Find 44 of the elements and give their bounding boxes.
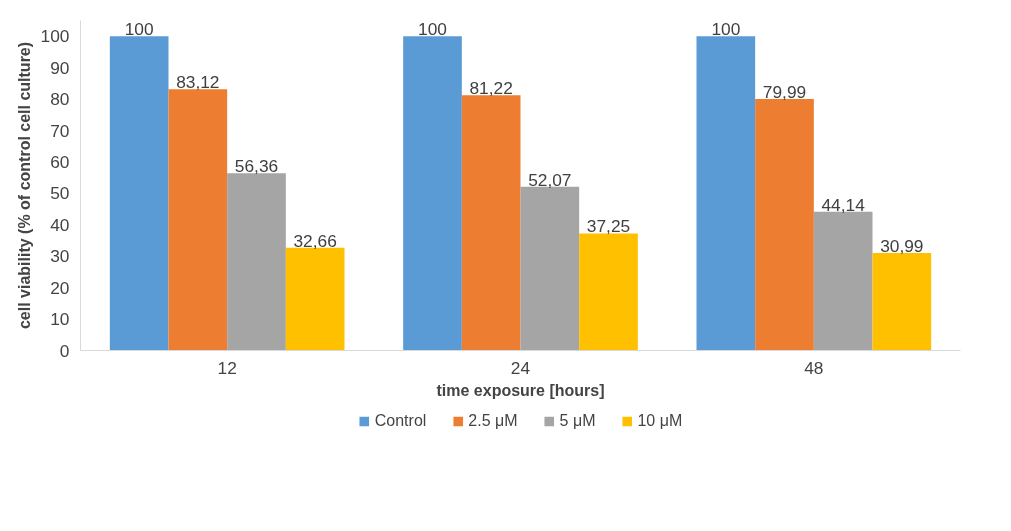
- data-label: 30,99: [880, 236, 924, 257]
- data-label: 37,25: [586, 216, 631, 237]
- y-tick-label: 50: [50, 183, 70, 204]
- y-tick-label: 10: [50, 309, 70, 330]
- y-tick-label: 70: [50, 120, 70, 141]
- data-label: 83,12: [176, 72, 220, 93]
- bar: [168, 89, 228, 351]
- bar: [403, 36, 462, 351]
- data-label: 56,36: [234, 156, 279, 177]
- legend-label: Control: [374, 412, 427, 430]
- bar: [579, 233, 638, 351]
- bar: [461, 95, 521, 351]
- bar: [109, 36, 169, 351]
- data-label: 79,99: [762, 82, 807, 103]
- y-axis-title: cell viability (% of control cell culture): [15, 41, 33, 330]
- data-label: 81,22: [469, 78, 513, 99]
- bar: [696, 36, 756, 351]
- x-tick-label: 12: [217, 357, 237, 378]
- bar: [520, 186, 580, 351]
- data-label: 44,14: [821, 194, 866, 215]
- data-label: 100: [711, 19, 741, 40]
- y-tick-label: 60: [50, 151, 70, 172]
- legend-label: 5 μM: [559, 412, 596, 430]
- x-tick-label: 48: [804, 357, 824, 378]
- legend-label: 2.5 μM: [468, 412, 518, 430]
- y-tick-label: 80: [50, 89, 70, 110]
- y-tick-label: 40: [50, 214, 70, 235]
- x-tick-label: 24: [510, 357, 531, 378]
- y-tick-label: 90: [50, 57, 70, 78]
- legend-label: 10 μM: [637, 412, 683, 430]
- data-label: 100: [418, 19, 447, 40]
- bar: [813, 211, 873, 351]
- bar: [285, 247, 345, 351]
- y-tick-label: 100: [40, 26, 70, 47]
- y-tick-label: 30: [50, 246, 70, 267]
- y-tick-label: 0: [59, 340, 70, 361]
- x-axis-title: time exposure [hours]: [436, 381, 605, 399]
- bar: [872, 253, 932, 351]
- data-label: 52,07: [528, 169, 572, 190]
- y-tick-label: 20: [50, 277, 70, 298]
- bar: [227, 173, 286, 351]
- bar: [755, 99, 814, 351]
- data-label: 32,66: [293, 230, 337, 251]
- data-label: 100: [124, 19, 154, 40]
